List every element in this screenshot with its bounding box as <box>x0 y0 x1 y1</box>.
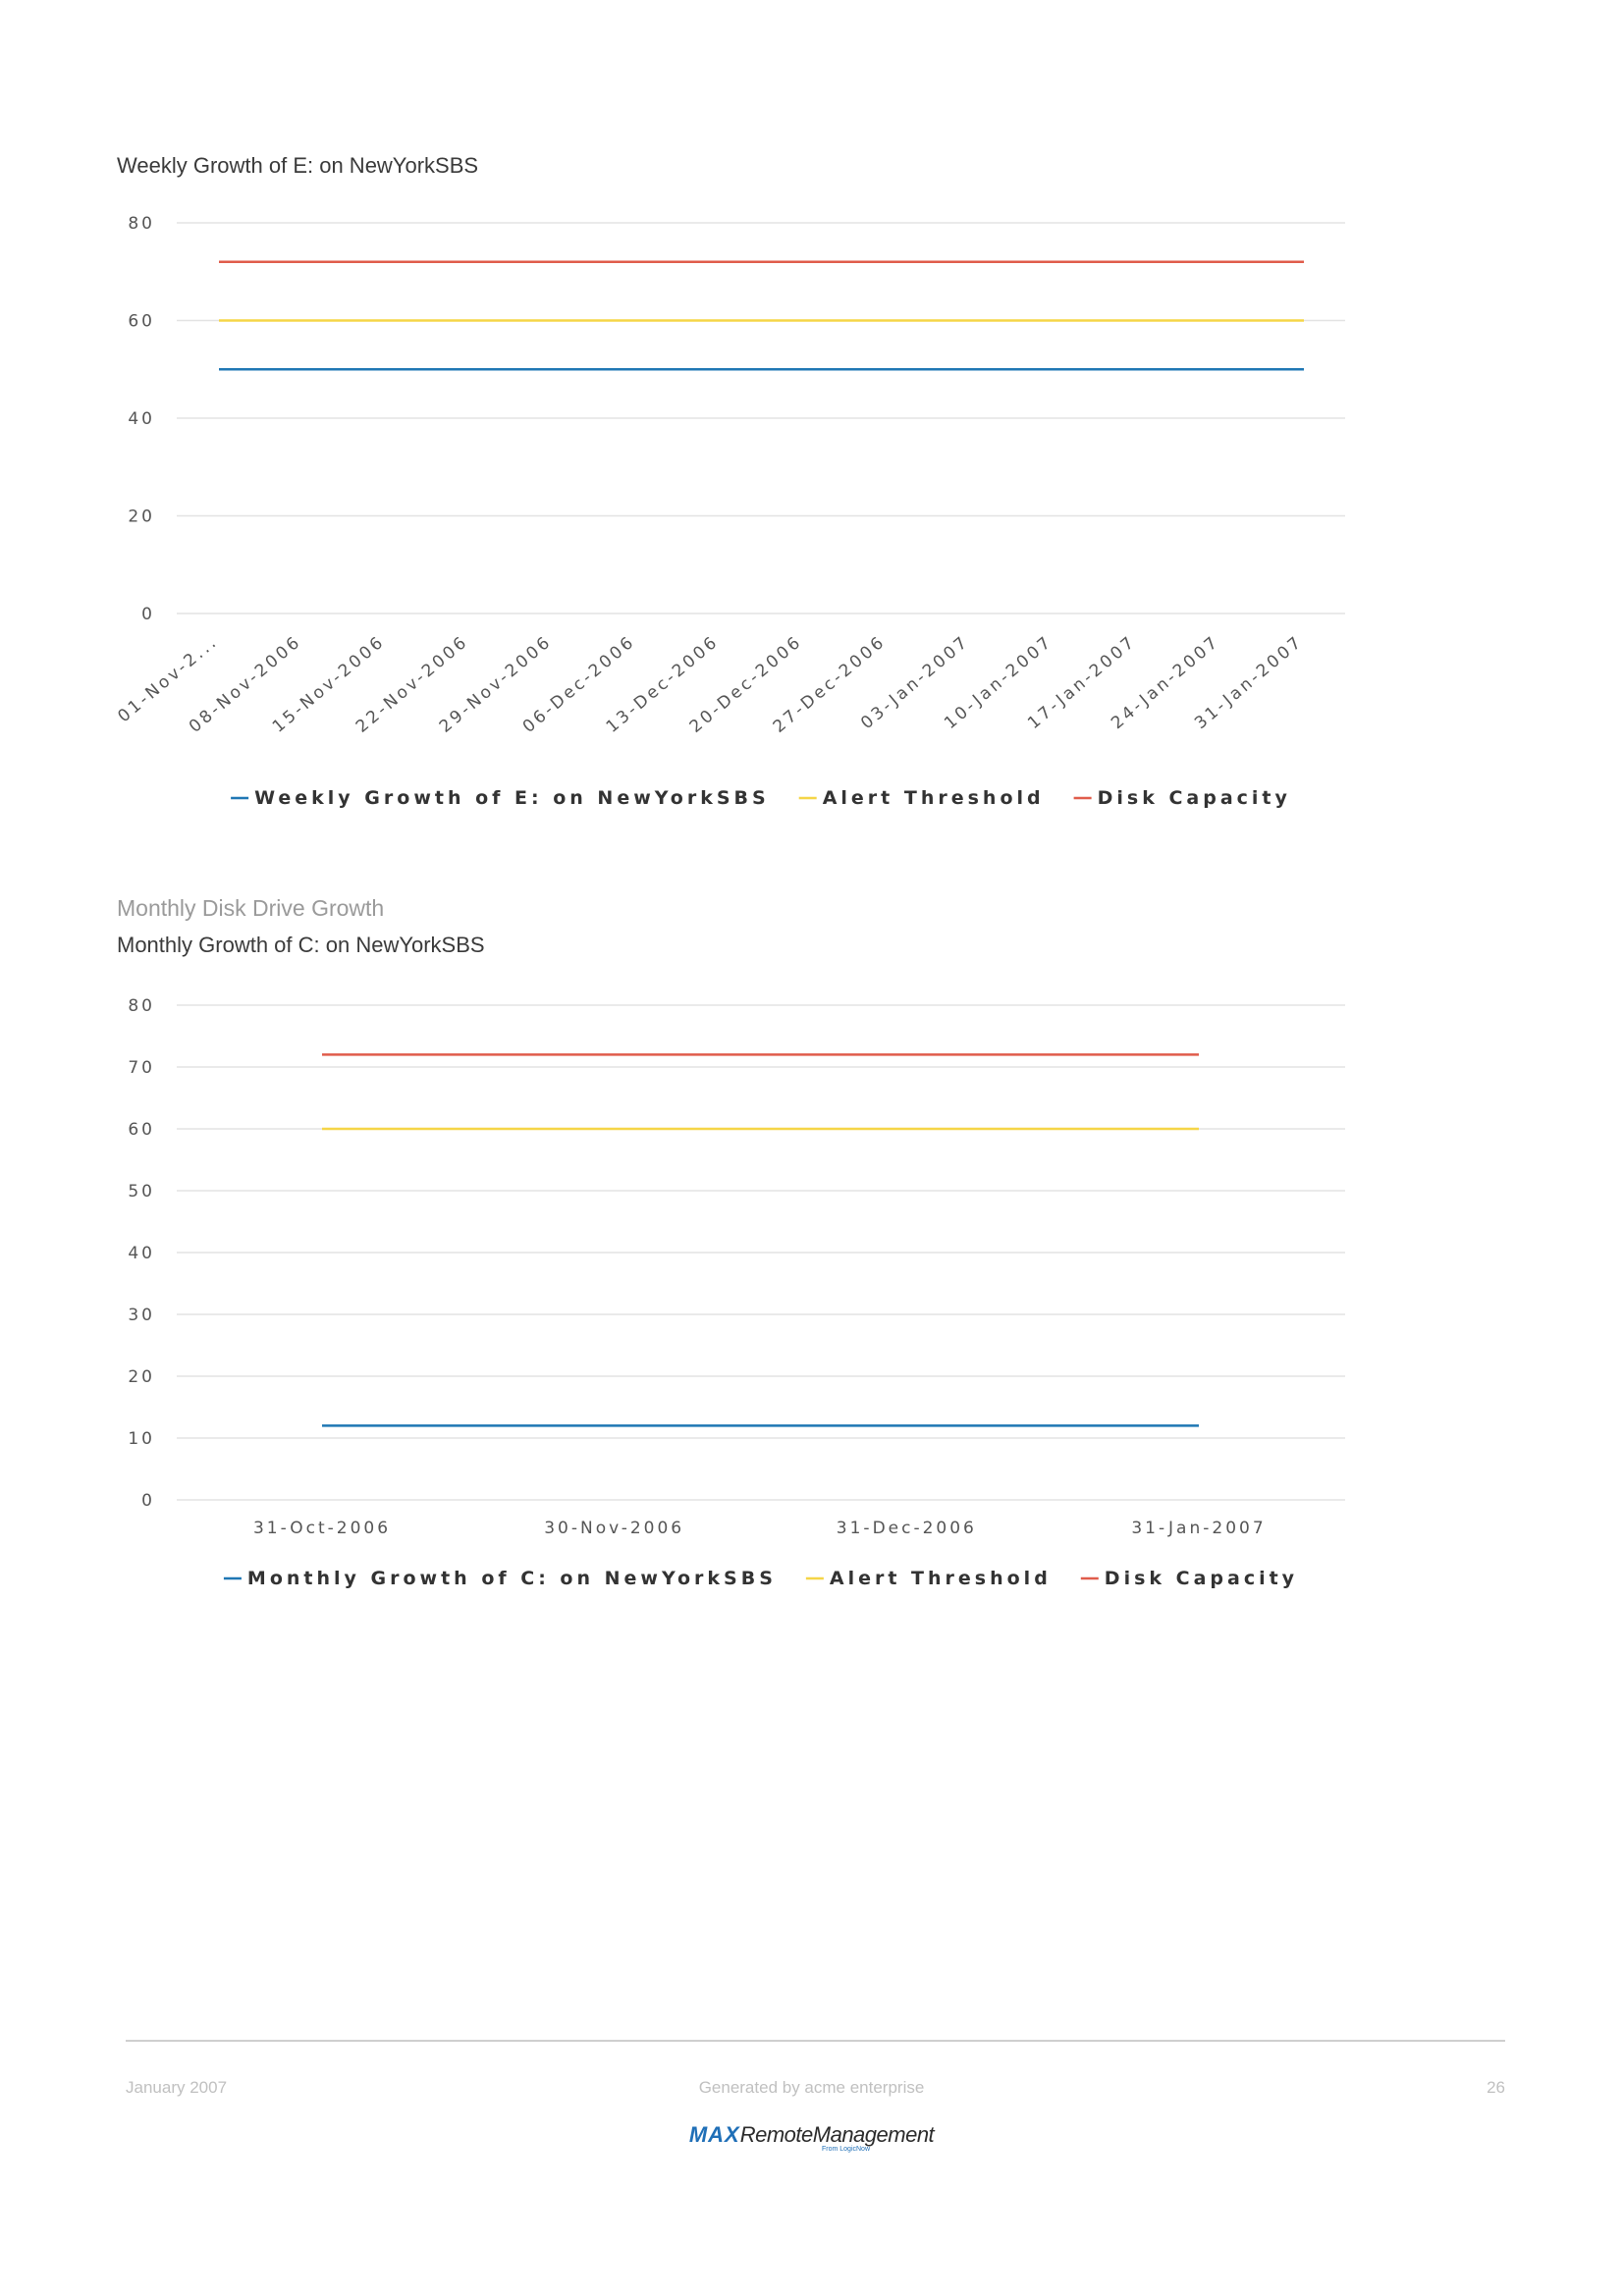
y-tick-label: 70 <box>128 1058 155 1078</box>
legend-label: Alert Threshold <box>830 1568 1052 1589</box>
logo-rest-text: RemoteManagement <box>739 2122 935 2147</box>
x-tick-label: 31-Jan-2007 <box>1131 1519 1266 1538</box>
legend-item-alert-threshold: Alert Threshold <box>798 787 1045 809</box>
x-tick-label: 30-Nov-2006 <box>544 1519 684 1538</box>
legend-label: Weekly Growth of E: on NewYorkSBS <box>254 787 770 809</box>
legend-label: Disk Capacity <box>1105 1568 1298 1589</box>
brand-logo: MAXRemoteManagement <box>0 2122 1623 2148</box>
legend-item-disk-capacity: Disk Capacity <box>1080 1568 1298 1589</box>
chart-1-title: Weekly Growth of E: on NewYorkSBS <box>117 153 479 178</box>
y-tick-label: 60 <box>128 1120 155 1140</box>
y-tick-label: 40 <box>128 1244 155 1263</box>
chart-2-title: Monthly Growth of C: on NewYorkSBS <box>117 933 485 957</box>
logo-max-text: MAX <box>688 2122 740 2147</box>
legend-item-monthly-growth-of-c-on-newyorksbs: Monthly Growth of C: on NewYorkSBS <box>223 1568 777 1589</box>
y-tick-label: 20 <box>128 507 155 527</box>
y-tick-label: 0 <box>141 605 155 624</box>
legend: Weekly Growth of E: on NewYorkSBS Alert T… <box>231 787 1291 809</box>
y-tick-label: 50 <box>128 1182 155 1201</box>
y-tick-label: 60 <box>128 312 155 332</box>
y-tick-label: 0 <box>141 1491 155 1511</box>
legend-label: Monthly Growth of C: on NewYorkSBS <box>247 1568 777 1589</box>
footer-page-number: 26 <box>1487 2078 1505 2097</box>
footer-date: January 2007 <box>126 2078 228 2097</box>
footer-divider <box>126 2040 1505 2042</box>
y-tick-label: 80 <box>128 214 155 234</box>
legend-label: Alert Threshold <box>823 787 1045 809</box>
legend-item-alert-threshold: Alert Threshold <box>805 1568 1052 1589</box>
y-tick-label: 20 <box>128 1367 155 1387</box>
legend: Monthly Growth of C: on NewYorkSBS Alert … <box>223 1568 1298 1589</box>
x-tick-label: 31-Oct-2006 <box>253 1519 391 1538</box>
legend-item-weekly-growth-of-e-on-newyorksbs: Weekly Growth of E: on NewYorkSBS <box>231 787 770 809</box>
y-tick-label: 80 <box>128 996 155 1016</box>
section-heading-monthly: Monthly Disk Drive Growth <box>117 895 385 921</box>
monthly-growth-chart: 0 10 20 30 40 50 60 70 80 31-Oct-2006 30-Nov-2006 3… <box>128 996 1345 1589</box>
logo-subtext: From LogicNow <box>821 2146 870 2153</box>
y-tick-label: 30 <box>128 1306 155 1325</box>
legend-item-disk-capacity: Disk Capacity <box>1073 787 1291 809</box>
y-tick-label: 10 <box>128 1429 155 1449</box>
y-tick-label: 40 <box>128 409 155 429</box>
footer-generated-by: Generated by acme enterprise <box>698 2078 925 2097</box>
legend-label: Disk Capacity <box>1098 787 1291 809</box>
weekly-growth-chart: 02040608001-Nov-2...08-Nov-200615-Nov-20… <box>114 214 1345 809</box>
x-tick-label: 31-Dec-2006 <box>837 1519 977 1538</box>
